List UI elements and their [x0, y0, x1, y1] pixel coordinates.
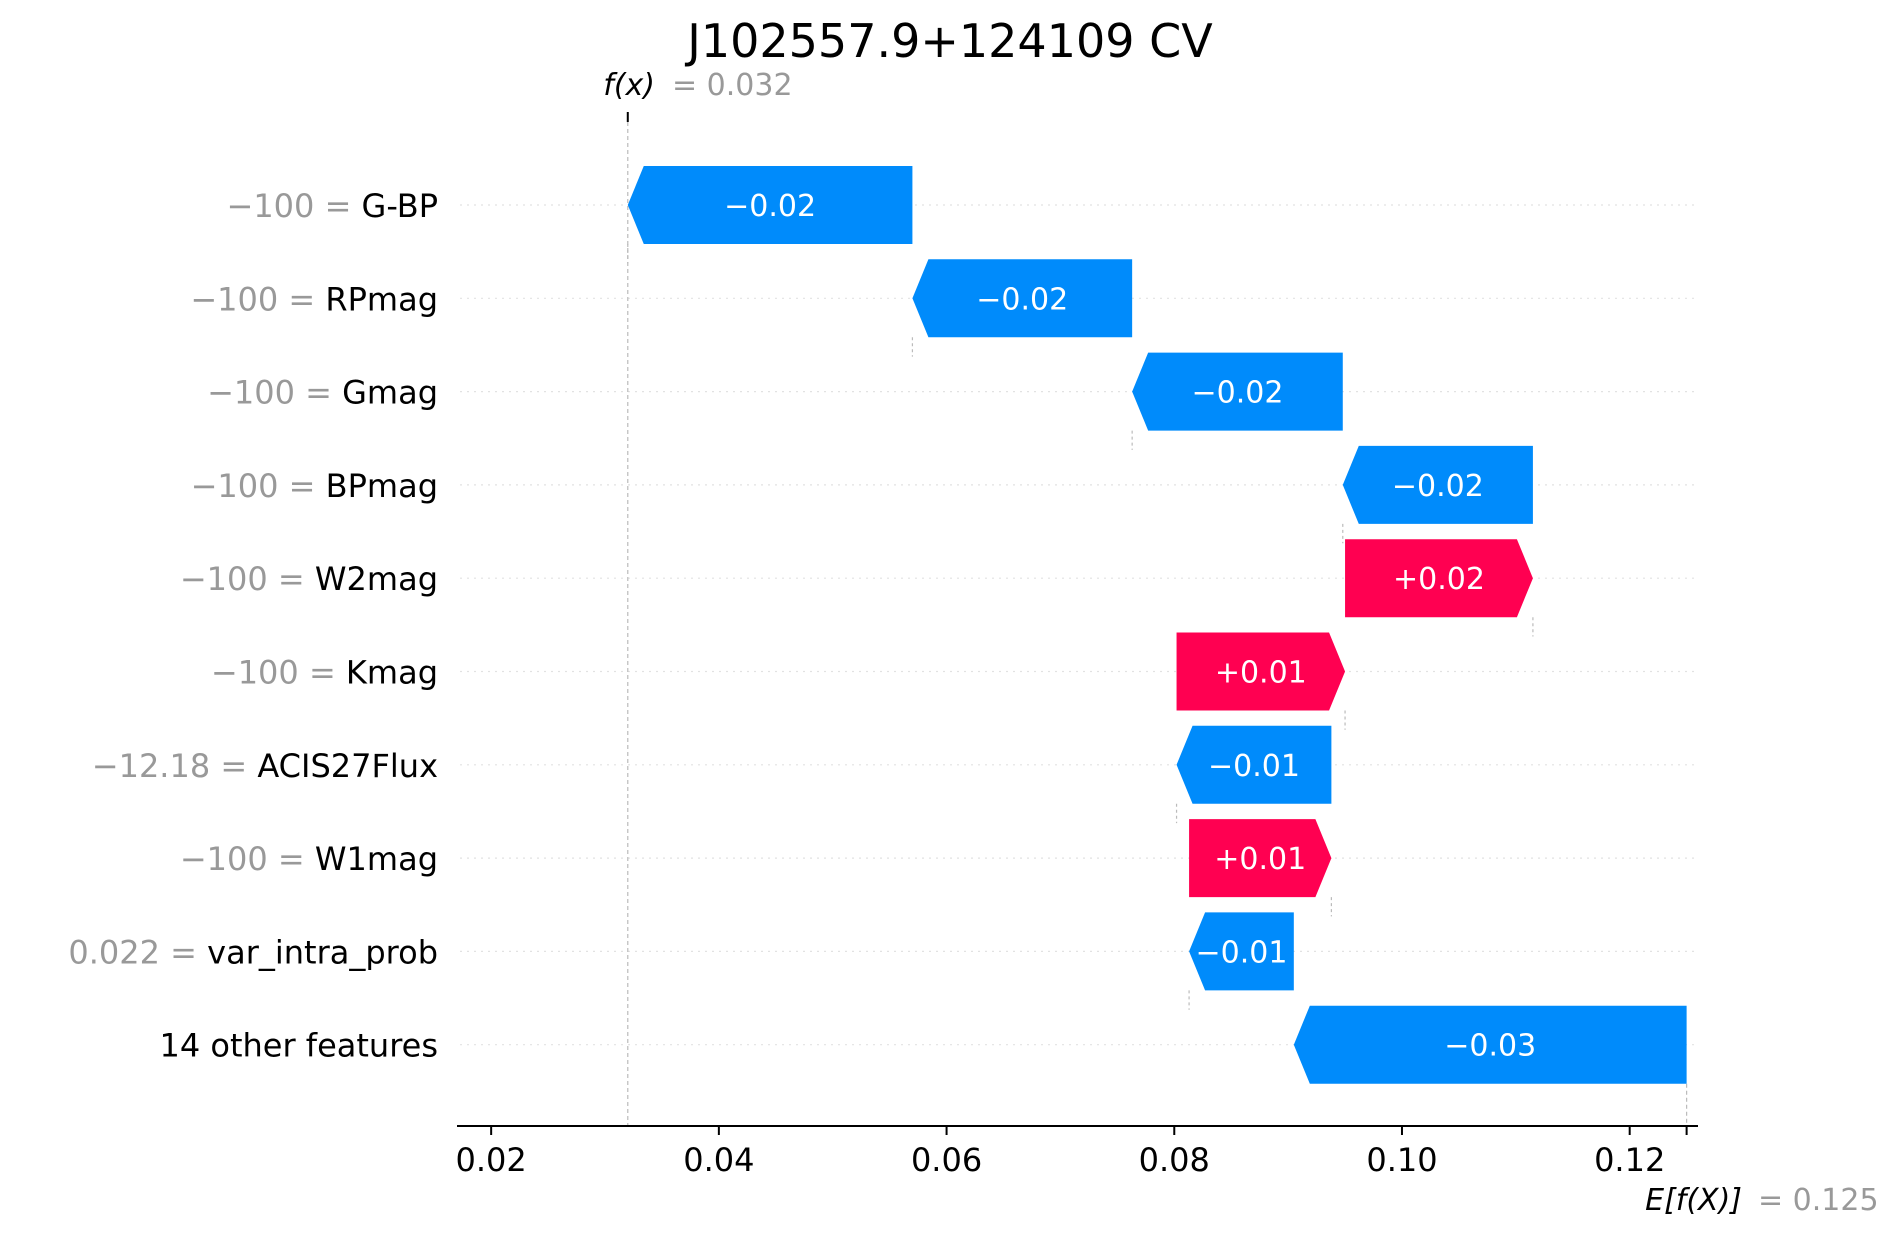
bar-value-label: −0.02: [976, 282, 1068, 317]
efx-annotation: E[f(X)] = 0.125: [1645, 1183, 1878, 1218]
x-tick-label: 0.04: [683, 1141, 754, 1179]
efx-label: E[f(X)]: [1645, 1183, 1742, 1218]
efx-value: = 0.125: [1758, 1183, 1879, 1218]
bar-value-label: −0.02: [1191, 376, 1283, 411]
bar-value-label: −0.01: [1208, 749, 1300, 784]
feature-label: 0.022 = var_intra_prob: [68, 933, 438, 971]
fx-label: f(x): [603, 68, 655, 103]
feature-name: BPmag: [326, 467, 438, 505]
waterfall-bar: [1132, 352, 1343, 431]
bars: −0.02 −0.02 −0.02 −0.02 +0.02 +0.01 −0.01 +0.01…: [627, 166, 1687, 1084]
feature-name: Gmag: [342, 374, 438, 412]
x-axis: 0.02 0.04 0.06 0.08 0.10 0.12: [456, 1125, 1698, 1179]
bar-value-label: −0.02: [1392, 469, 1484, 504]
chart-title: J102557.9+124109 CV: [684, 14, 1213, 68]
bar-value-label: −0.01: [1195, 935, 1287, 970]
waterfall-bar: [1176, 632, 1346, 711]
feature-name: 14 other features: [159, 1027, 438, 1065]
feature-label: −100 = W2mag: [180, 560, 438, 598]
feature-label: 14 other features: [159, 1027, 438, 1065]
feature-name: G-BP: [362, 187, 438, 225]
waterfall-bar: [1342, 445, 1533, 524]
feature-label: −100 = Kmag: [211, 654, 438, 692]
bar-value-label: +0.02: [1393, 562, 1485, 597]
feature-label: −12.18 = ACIS27Flux: [92, 747, 438, 785]
feature-value: −100 =: [190, 280, 325, 318]
waterfall-bar: [627, 166, 913, 244]
waterfall-bar: [912, 259, 1133, 338]
feature-label: −100 = W1mag: [180, 840, 438, 878]
feature-label: −100 = Gmag: [207, 374, 438, 412]
bar-value-label: +0.01: [1215, 656, 1307, 691]
x-tick-label: 0.08: [1139, 1141, 1210, 1179]
feature-value: −100 =: [180, 560, 315, 598]
feature-labels: −100 = G-BP−100 = RPmag−100 = Gmag−100 =…: [68, 187, 438, 1065]
feature-value: −100 =: [191, 467, 326, 505]
waterfall-bar: [1189, 912, 1294, 991]
feature-name: Kmag: [346, 654, 438, 692]
feature-label: −100 = BPmag: [191, 467, 438, 505]
bar-value-label: −0.02: [724, 189, 816, 224]
feature-label: −100 = G-BP: [227, 187, 439, 225]
x-tick-label: 0.06: [911, 1141, 982, 1179]
feature-name: ACIS27Flux: [257, 747, 438, 785]
feature-value: 0.022 =: [68, 933, 207, 971]
waterfall-bar: [1345, 539, 1533, 618]
feature-name: W1mag: [315, 840, 438, 878]
waterfall-bar: [1176, 725, 1332, 804]
waterfall-bar: [1293, 1005, 1687, 1084]
guide-lines: [626, 112, 1688, 1126]
fx-value: = 0.032: [672, 68, 793, 103]
feature-label: −100 = RPmag: [190, 280, 438, 318]
feature-name: RPmag: [325, 280, 438, 318]
x-tick-label: 0.02: [456, 1141, 527, 1179]
bar-value-label: −0.03: [1444, 1029, 1536, 1064]
waterfall-bar: [1189, 819, 1332, 898]
feature-value: −100 =: [227, 187, 362, 225]
x-tick-label: 0.10: [1366, 1141, 1437, 1179]
x-tick-label: 0.12: [1594, 1141, 1665, 1179]
bar-value-label: +0.01: [1214, 842, 1306, 877]
feature-value: −100 =: [207, 374, 342, 412]
feature-value: −100 =: [211, 654, 346, 692]
feature-name: var_intra_prob: [207, 933, 438, 971]
feature-name: W2mag: [315, 560, 438, 598]
feature-value: −100 =: [180, 840, 315, 878]
feature-value: −12.18 =: [92, 747, 258, 785]
fx-annotation: f(x) = 0.032: [603, 68, 792, 103]
